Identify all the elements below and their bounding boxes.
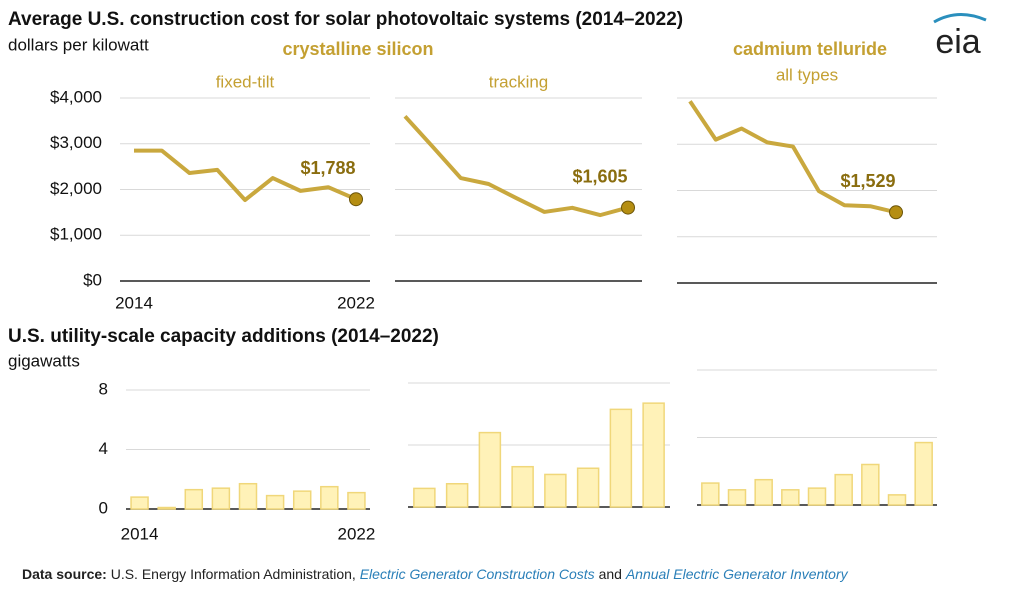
chart-subtitle: dollars per kilowatt <box>8 35 149 54</box>
y-tick-label: $3,000 <box>50 133 102 152</box>
bar <box>781 489 800 506</box>
y-tick-label: 8 <box>99 379 108 398</box>
panel-title: tracking <box>489 72 549 91</box>
bar <box>914 441 933 506</box>
x-tick-label: 2022 <box>337 293 375 312</box>
bar <box>413 487 436 508</box>
group-label: cadmium telluride <box>733 39 887 59</box>
y-tick-label: $0 <box>83 270 102 289</box>
bar <box>834 473 853 506</box>
bar <box>544 473 567 508</box>
value-label: $1,605 <box>572 166 627 186</box>
title-bg <box>463 71 574 97</box>
bar <box>727 489 747 506</box>
bar <box>807 487 827 506</box>
source-text: U.S. Energy Information Administration, <box>111 566 360 582</box>
line <box>403 114 629 218</box>
bar <box>130 496 149 510</box>
bar <box>576 467 600 508</box>
bar <box>184 488 204 510</box>
bar <box>701 482 720 506</box>
x-tick-label: 2022 <box>338 524 376 543</box>
y-tick-label: $1,000 <box>50 225 102 244</box>
bar <box>609 408 633 508</box>
group-label: crystalline silicon <box>282 39 433 59</box>
bar <box>642 402 665 508</box>
bar <box>478 431 502 508</box>
chart-title: Average U.S. construction cost for solar… <box>8 9 683 30</box>
y-tick-label: 0 <box>99 498 108 517</box>
section-title: U.S. utility-scale capacity additions (2… <box>8 326 439 347</box>
title-bg <box>752 64 862 90</box>
bar <box>445 483 469 508</box>
x-tick-label: 2014 <box>121 524 159 543</box>
y-tick-label: $2,000 <box>50 179 102 198</box>
logo-swoosh <box>933 13 987 24</box>
bar <box>265 494 285 510</box>
section-subtitle: gigawatts <box>8 351 80 370</box>
line <box>134 148 357 203</box>
bar <box>320 485 339 510</box>
source-label: Data source: <box>22 566 107 582</box>
bar <box>238 482 258 510</box>
source-text: and <box>595 566 626 582</box>
bar <box>861 463 880 506</box>
bar <box>754 478 773 506</box>
source-link[interactable]: Electric Generator Construction Costs <box>360 566 595 582</box>
bar <box>511 465 534 508</box>
logo: eia <box>935 23 980 61</box>
source: Data source: U.S. Energy Information Adm… <box>22 566 849 582</box>
bar <box>347 491 366 510</box>
panel-title: all types <box>776 65 838 84</box>
end-point <box>889 205 903 220</box>
x-tick-label: 2014 <box>115 293 153 312</box>
value-label: $1,529 <box>840 171 895 191</box>
bar <box>211 487 231 510</box>
end-point <box>349 192 363 207</box>
end-point <box>621 200 635 215</box>
source-link[interactable]: Annual Electric Generator Inventory <box>625 566 849 582</box>
line <box>688 100 897 215</box>
value-label: $1,788 <box>300 158 355 178</box>
panel-title: fixed-tilt <box>216 72 275 91</box>
title-bg <box>190 71 300 97</box>
bar <box>292 490 312 510</box>
y-tick-label: $4,000 <box>50 87 102 106</box>
bar <box>157 506 176 510</box>
bar <box>887 494 907 506</box>
y-tick-label: 4 <box>99 439 108 458</box>
